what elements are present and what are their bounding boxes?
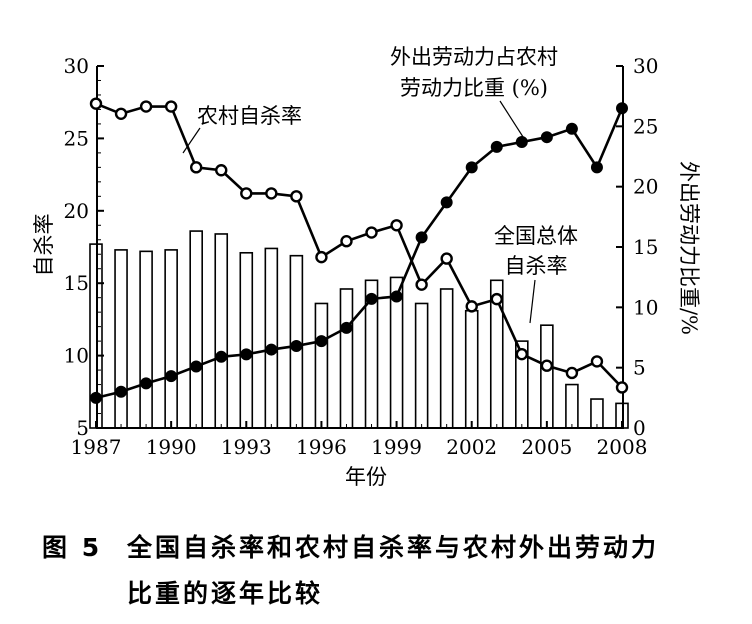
y-right-axis-title: 外出劳动力比重/% <box>677 161 701 335</box>
rural-point-2008 <box>615 381 629 394</box>
caption-line-2: 比重的逐年比较 <box>127 579 324 608</box>
migrant-point-1994 <box>265 343 278 356</box>
bar-1994 <box>264 247 279 429</box>
y-right-tick-label-5: 5 <box>633 356 646 380</box>
bar-1996 <box>314 302 329 429</box>
rural-point-1999 <box>390 219 403 232</box>
migrant-point-1996 <box>315 335 328 348</box>
y-right-tick-label-20: 20 <box>633 175 658 199</box>
y-right-tick-label-0: 0 <box>633 416 646 440</box>
label-migrant-line2: 劳动力比重 (%) <box>400 76 548 100</box>
y-left-tick-label-20: 20 <box>64 199 89 223</box>
x-axis-title: 年份 <box>345 465 387 489</box>
leader-rural-suicide <box>182 127 201 154</box>
rural-point-2002 <box>465 300 478 313</box>
rural-point-2003 <box>490 292 503 306</box>
y-left-tick-label-5: 5 <box>76 416 89 440</box>
rural-point-1994 <box>265 187 278 200</box>
bar-2006 <box>565 383 579 429</box>
migrant-point-2008 <box>616 102 628 115</box>
rural-point-1993 <box>240 187 253 200</box>
y-left-tick-label-15: 15 <box>64 271 89 295</box>
rural-point-1989 <box>139 100 153 113</box>
y-left-tick-label-30: 30 <box>64 54 89 78</box>
x-tick-label-1990: 1990 <box>146 435 197 459</box>
x-tick-label-1993: 1993 <box>221 435 272 459</box>
migrant-point-2007 <box>590 161 603 174</box>
caption-number: 图 5 <box>42 533 103 562</box>
migrant-point-1989 <box>140 377 153 390</box>
rural-point-1996 <box>315 250 328 264</box>
rural-point-2001 <box>440 252 453 265</box>
rural-point-2004 <box>515 347 529 361</box>
x-tick-label-1999: 1999 <box>371 435 422 459</box>
rural-point-1992 <box>215 164 228 177</box>
bar-1989 <box>139 250 153 429</box>
rural-point-1991 <box>189 161 203 174</box>
y-right-tick-label-30: 30 <box>633 54 658 78</box>
migrant-point-1987 <box>90 391 102 404</box>
migrant-point-2000 <box>415 231 428 244</box>
bar-2001 <box>439 288 454 429</box>
migrant-point-1990 <box>165 370 178 383</box>
y-right-tick-label-10: 10 <box>633 295 658 319</box>
y-left-tick-label-25: 25 <box>64 126 89 150</box>
migrant-point-1999 <box>390 290 403 303</box>
rural-point-2005 <box>540 359 554 372</box>
rural-point-1990 <box>164 100 178 113</box>
migrant-point-1997 <box>340 321 353 334</box>
migrant-share-line <box>95 107 624 400</box>
bar-2000 <box>414 302 429 429</box>
bar-2002 <box>464 309 479 429</box>
bar-1988 <box>114 249 128 429</box>
label-migrant-line1: 外出劳动力占农村 <box>390 45 558 69</box>
migrant-point-2005 <box>540 131 553 144</box>
bar-1997 <box>339 288 354 429</box>
bar-2005 <box>540 324 554 429</box>
chart: 5 10 15 20 25 30 0 5 10 15 20 25 30 1987 1990 1993 1996 1… <box>32 45 701 489</box>
migrant-point-1995 <box>290 339 303 352</box>
x-tick-label-2005: 2005 <box>521 435 572 459</box>
migrant-point-2001 <box>440 196 453 209</box>
rural-point-1988 <box>114 107 128 120</box>
migrant-point-1998 <box>365 292 378 305</box>
migrant-point-1992 <box>215 350 228 363</box>
label-national-line1: 全国总体 <box>494 224 578 248</box>
leader-national <box>529 279 536 324</box>
bar-2007 <box>590 398 604 429</box>
leader-migrant <box>499 100 526 141</box>
y-left-axis-title: 自杀率 <box>32 214 56 277</box>
y-right-tick-label-15: 15 <box>633 235 658 259</box>
migrant-point-2003 <box>490 140 503 153</box>
x-tick-label-1987: 1987 <box>71 435 122 459</box>
migrant-point-2006 <box>565 122 578 135</box>
x-tick-label-2008: 2008 <box>597 435 648 459</box>
rural-suicide-line <box>95 102 623 389</box>
rural-point-1997 <box>340 235 353 248</box>
x-tick-label-1996: 1996 <box>296 435 347 459</box>
y-right-tick-label-25: 25 <box>633 114 658 138</box>
migrant-point-1993 <box>240 348 253 361</box>
migrant-point-2004 <box>515 136 528 149</box>
rural-point-2000 <box>415 278 428 291</box>
rural-point-1995 <box>290 190 303 203</box>
bar-1992 <box>214 233 229 429</box>
migrant-point-1991 <box>190 360 203 373</box>
bar-1993 <box>239 251 254 429</box>
rural-point-1987 <box>89 97 103 110</box>
rural-point-1998 <box>365 226 378 239</box>
x-tick-label-2002: 2002 <box>446 435 497 459</box>
caption-line-1: 全国自杀率和农村自杀率与农村外出劳动力 <box>127 533 660 562</box>
label-rural-suicide: 农村自杀率 <box>197 104 302 128</box>
label-national-line2: 自杀率 <box>505 254 568 278</box>
migrant-point-2002 <box>465 161 478 174</box>
rural-point-2007 <box>590 355 604 368</box>
bar-1991 <box>189 230 203 429</box>
migrant-point-1988 <box>115 385 128 398</box>
rural-point-2006 <box>565 366 579 380</box>
y-left-tick-label-10: 10 <box>64 344 89 368</box>
bar-1990 <box>164 249 178 429</box>
